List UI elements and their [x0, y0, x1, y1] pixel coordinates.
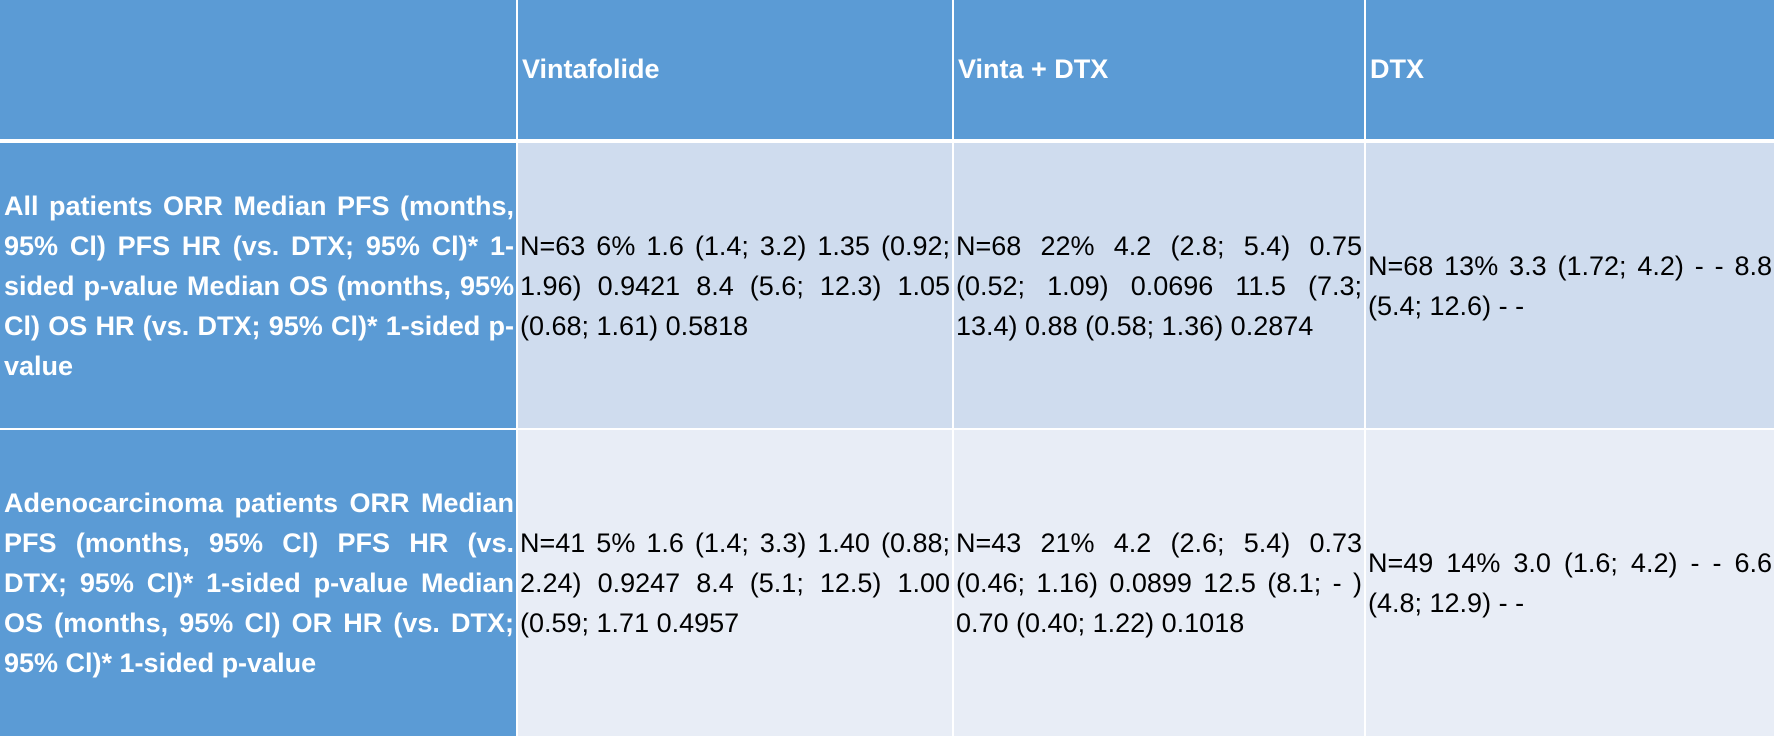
cell-all-vinta-dtx: N=68 22% 4.2 (2.8; 5.4) 0.75 (0.52; 1.09… [954, 143, 1364, 428]
row-label-all-patients: All patients ORR Median PFS (months, 95%… [0, 143, 516, 428]
cell-adeno-vintafolide: N=41 5% 1.6 (1.4; 3.3) 1.40 (0.88; 2.24)… [518, 430, 952, 736]
cell-all-vintafolide: N=63 6% 1.6 (1.4; 3.2) 1.35 (0.92; 1.96)… [518, 143, 952, 428]
row-label-adenocarcinoma-patients: Adenocarcinoma patients ORR Median PFS (… [0, 430, 516, 736]
cell-adeno-vinta-dtx: N=43 21% 4.2 (2.6; 5.4) 0.73 (0.46; 1.16… [954, 430, 1364, 736]
header-vinta-dtx: Vinta + DTX [954, 0, 1364, 139]
header-empty-cell [0, 0, 516, 139]
header-dtx: DTX [1366, 0, 1774, 139]
cell-adeno-dtx: N=49 14% 3.0 (1.6; 4.2) - - 6.6 (4.8; 12… [1366, 430, 1774, 736]
cell-all-dtx: N=68 13% 3.3 (1.72; 4.2) - - 8.8 (5.4; 1… [1366, 143, 1774, 428]
header-vintafolide: Vintafolide [518, 0, 952, 139]
